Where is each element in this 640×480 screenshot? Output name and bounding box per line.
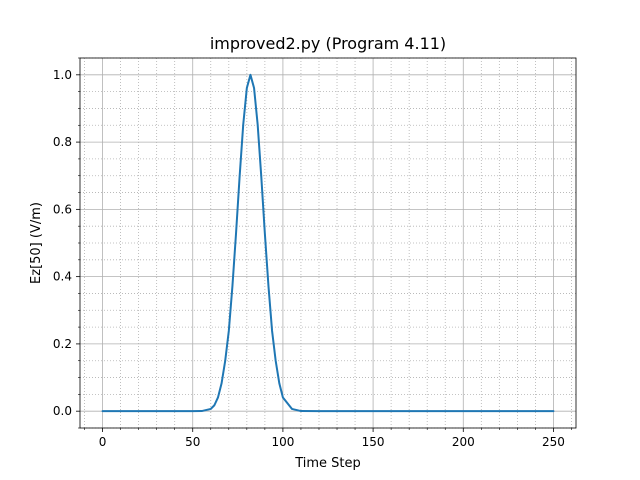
y-axis-label: Ez[50] (V/m)	[29, 202, 44, 284]
x-tick-label: 100	[271, 435, 294, 449]
x-tick-label: 0	[99, 435, 107, 449]
y-tick-label: 0.4	[53, 270, 72, 284]
x-axis-ticks: 0 50 100 150 200 250	[84, 428, 572, 449]
y-tick-label: 0.2	[53, 337, 72, 351]
y-tick-label: 0.0	[53, 404, 72, 418]
y-axis-ticks: 0.0 0.2 0.4 0.6 0.8 1.0	[53, 57, 80, 429]
chart-title: improved2.py (Program 4.11)	[210, 34, 446, 53]
x-tick-label: 250	[542, 435, 565, 449]
series-line	[101, 73, 555, 413]
y-tick-label: 0.6	[53, 202, 72, 216]
y-tick-label: 0.8	[53, 135, 72, 149]
y-tick-label: 1.0	[53, 68, 72, 82]
x-tick-label: 50	[185, 435, 200, 449]
series-layer	[101, 73, 555, 413]
x-tick-label: 150	[362, 435, 385, 449]
x-tick-label: 200	[452, 435, 475, 449]
x-axis-label: Time Step	[294, 456, 361, 471]
